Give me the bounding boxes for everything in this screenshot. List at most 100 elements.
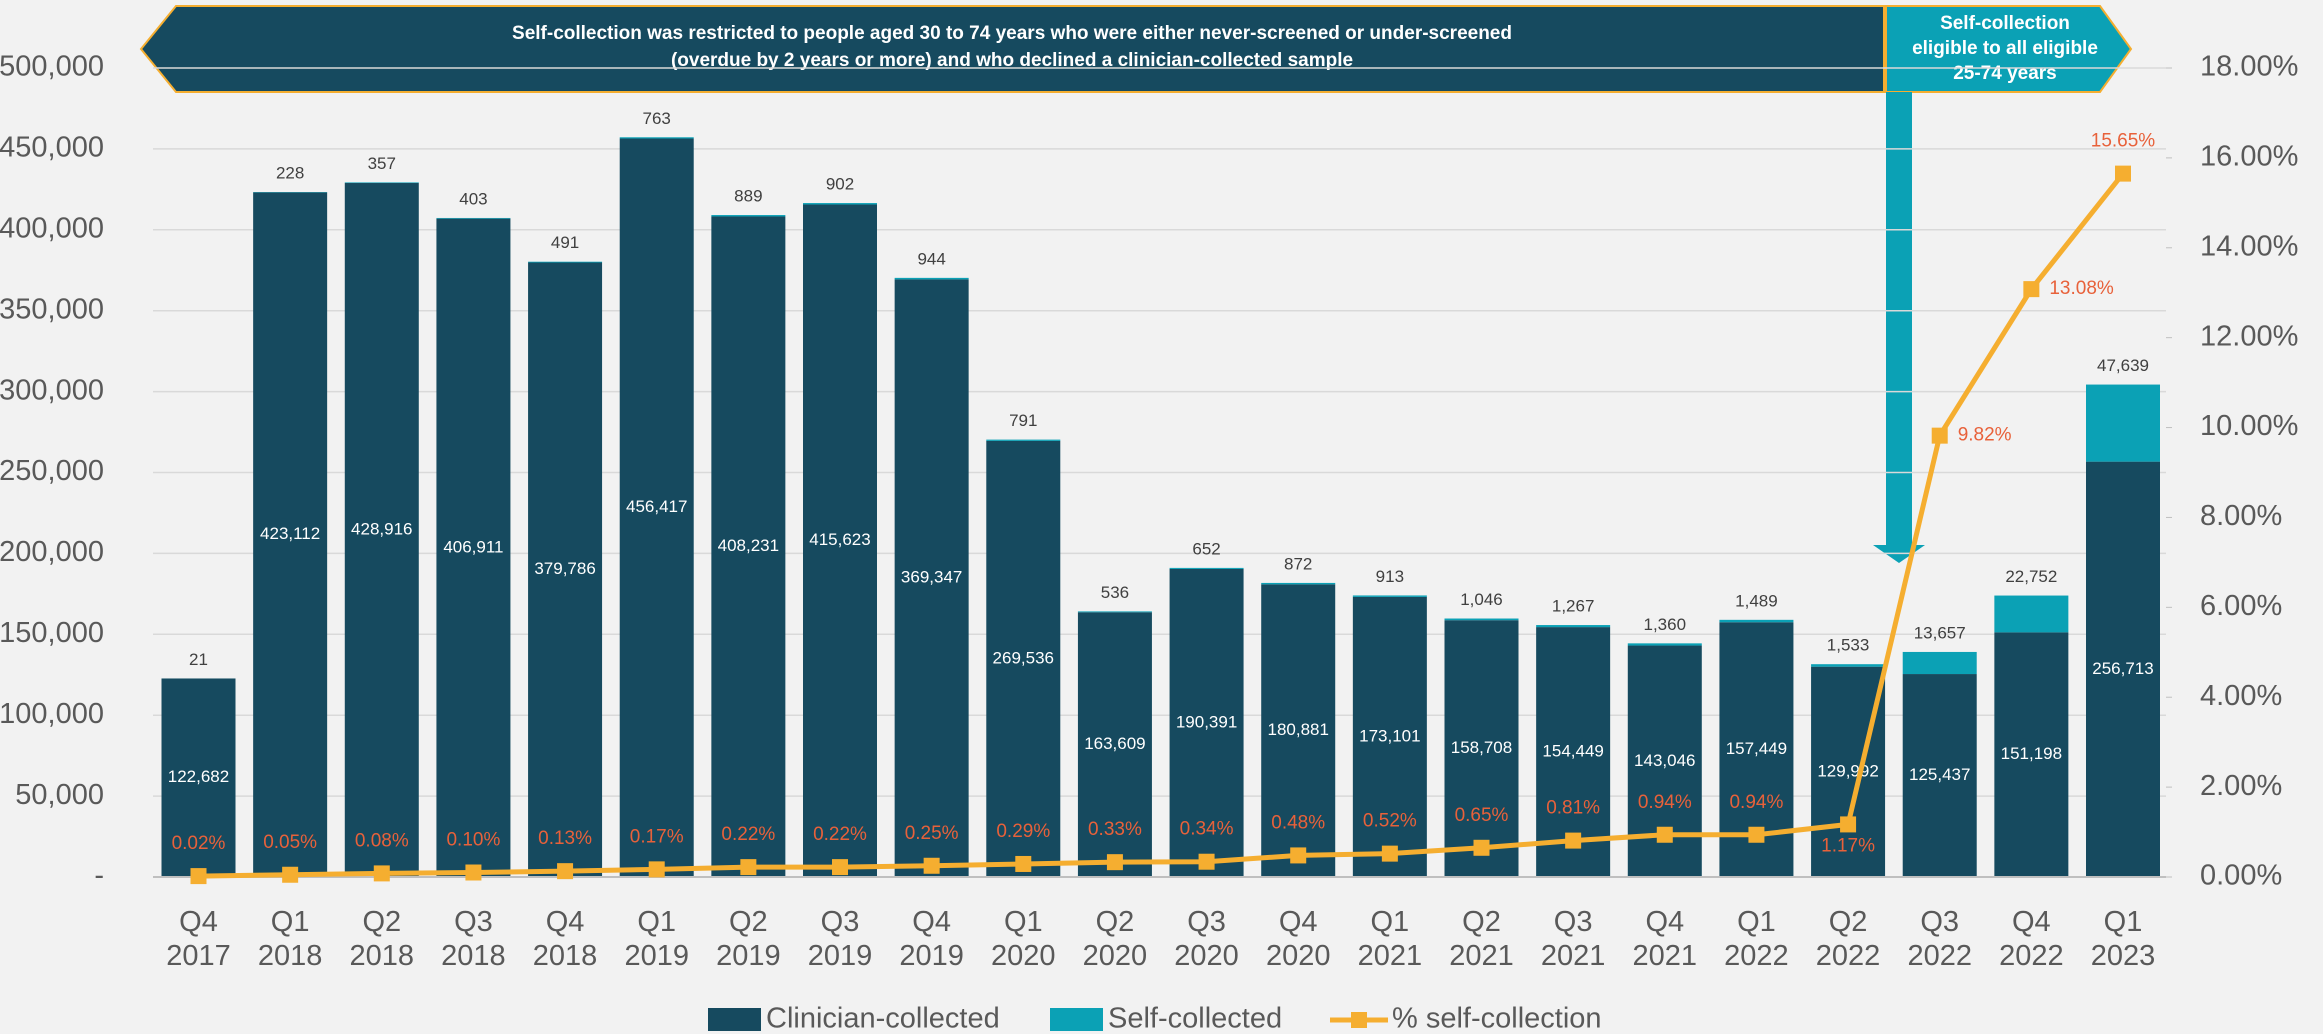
marker — [1290, 847, 1307, 864]
bar — [344, 182, 419, 184]
y-tick-label: 500,000 — [0, 51, 104, 83]
y-tick-label: 50,000 — [15, 779, 104, 811]
pct-label: 0.33% — [1088, 819, 1142, 840]
bar — [803, 203, 877, 205]
x-tick-label: Q4 2020 — [1265, 906, 1331, 972]
y-tick-label: 350,000 — [0, 293, 104, 325]
marker — [648, 861, 665, 878]
marker — [832, 859, 848, 876]
x-tick-label: Q3 2019 — [807, 906, 873, 972]
bar — [1994, 595, 2069, 633]
marker — [1015, 855, 1032, 872]
y-tick-label: 200,000 — [0, 536, 104, 568]
x-tick-label: Q2 2018 — [349, 906, 415, 972]
x-tick-label: Q1 2021 — [1357, 906, 1423, 972]
x-tick-label: Q1 2018 — [257, 906, 323, 972]
pct-label: 0.48% — [1271, 812, 1325, 833]
value-label: 122,682 — [168, 767, 229, 786]
bar — [619, 137, 694, 139]
value-label: 157,449 — [1726, 739, 1787, 758]
marker — [923, 857, 940, 874]
bar — [1536, 625, 1611, 628]
y2-tick-label: 10.00% — [2200, 410, 2298, 442]
x-tick-label: Q1 2019 — [624, 906, 689, 972]
bar — [436, 218, 511, 878]
legend-label: Self-collected — [1108, 1003, 1282, 1034]
banner — [139, 5, 1885, 93]
marker — [1931, 427, 1948, 444]
marker — [282, 866, 299, 883]
banner-teal — [1885, 5, 2133, 93]
bar — [1902, 674, 1977, 877]
pct-label: 0.94% — [1729, 792, 1783, 813]
value-label: 1,046 — [1460, 590, 1503, 609]
bar — [894, 279, 969, 877]
marker — [1473, 839, 1490, 856]
bar — [1902, 651, 1977, 675]
bar — [528, 262, 603, 878]
marker — [2115, 165, 2131, 182]
bar — [986, 440, 1061, 877]
value-label: 403 — [459, 189, 487, 208]
bar — [1719, 619, 1794, 623]
value-label: 1,489 — [1735, 591, 1778, 610]
annotation: 25-74 years — [1953, 63, 2057, 84]
y-tick-label: 100,000 — [0, 698, 104, 730]
value-label: 1,360 — [1644, 615, 1687, 634]
pct-label: 0.13% — [538, 828, 592, 849]
pct-label: 0.02% — [172, 833, 226, 854]
x-tick-label: Q1 2020 — [991, 906, 1056, 972]
marks — [161, 137, 2160, 878]
value-label: 379,786 — [534, 559, 595, 578]
bar — [2086, 384, 2160, 462]
marker — [2023, 281, 2040, 298]
bar — [528, 261, 603, 263]
value-label: 423,112 — [260, 524, 320, 543]
y2-tick-label: 4.00% — [2200, 680, 2282, 712]
x-tick-label: Q2 2021 — [1449, 906, 1514, 972]
pct-label: 0.17% — [630, 826, 684, 847]
x-tick-label: Q2 2020 — [1082, 906, 1148, 972]
y2-tick-label: 2.00% — [2200, 770, 2282, 802]
annotation: Self-collection was restricted to people… — [512, 23, 1512, 44]
value-label: 22,752 — [2005, 567, 2057, 586]
value-label: 143,046 — [1634, 751, 1695, 770]
x-tick-label: Q3 2020 — [1174, 906, 1239, 972]
arrow — [1873, 92, 1925, 563]
line — [198, 172, 2125, 879]
marker — [1748, 826, 1765, 843]
marker — [373, 865, 390, 882]
bar — [1077, 612, 1152, 877]
value-label: 47,639 — [2097, 356, 2149, 375]
x-tick-label: Q3 2021 — [1540, 906, 1606, 972]
value-label: 129,992 — [1817, 761, 1878, 780]
value-label: 791 — [1009, 411, 1037, 430]
pct-label: 0.52% — [1363, 811, 1417, 832]
annotation: eligible to all eligible — [1912, 38, 2098, 59]
bar — [1077, 611, 1152, 613]
y2-tick-label: 18.00% — [2200, 51, 2298, 83]
pct-label: 0.08% — [355, 830, 409, 851]
value-label: 173,101 — [1359, 726, 1420, 745]
pct-label: 9.82% — [1958, 425, 2012, 446]
pct-label: 1.17% — [1821, 835, 1875, 856]
bar — [1444, 618, 1519, 621]
y2-tick-label: 0.00% — [2200, 860, 2282, 892]
marker — [1840, 816, 1857, 833]
bar — [1994, 632, 2069, 877]
pct-label: 0.22% — [813, 824, 867, 845]
value-label: 415,623 — [809, 530, 870, 549]
pct-label: 0.81% — [1546, 798, 1600, 819]
bar — [1444, 620, 1519, 877]
value-label: 125,437 — [1909, 765, 1970, 784]
value-label: 256,713 — [2092, 659, 2153, 678]
pct-label: 0.34% — [1180, 819, 1234, 840]
bar — [986, 439, 1061, 441]
bar — [1169, 568, 1244, 877]
pct-label: 0.25% — [905, 823, 959, 844]
x-tick-label: Q4 2021 — [1632, 906, 1698, 972]
value-label: 763 — [643, 109, 671, 128]
value-label: 158,708 — [1451, 738, 1512, 757]
